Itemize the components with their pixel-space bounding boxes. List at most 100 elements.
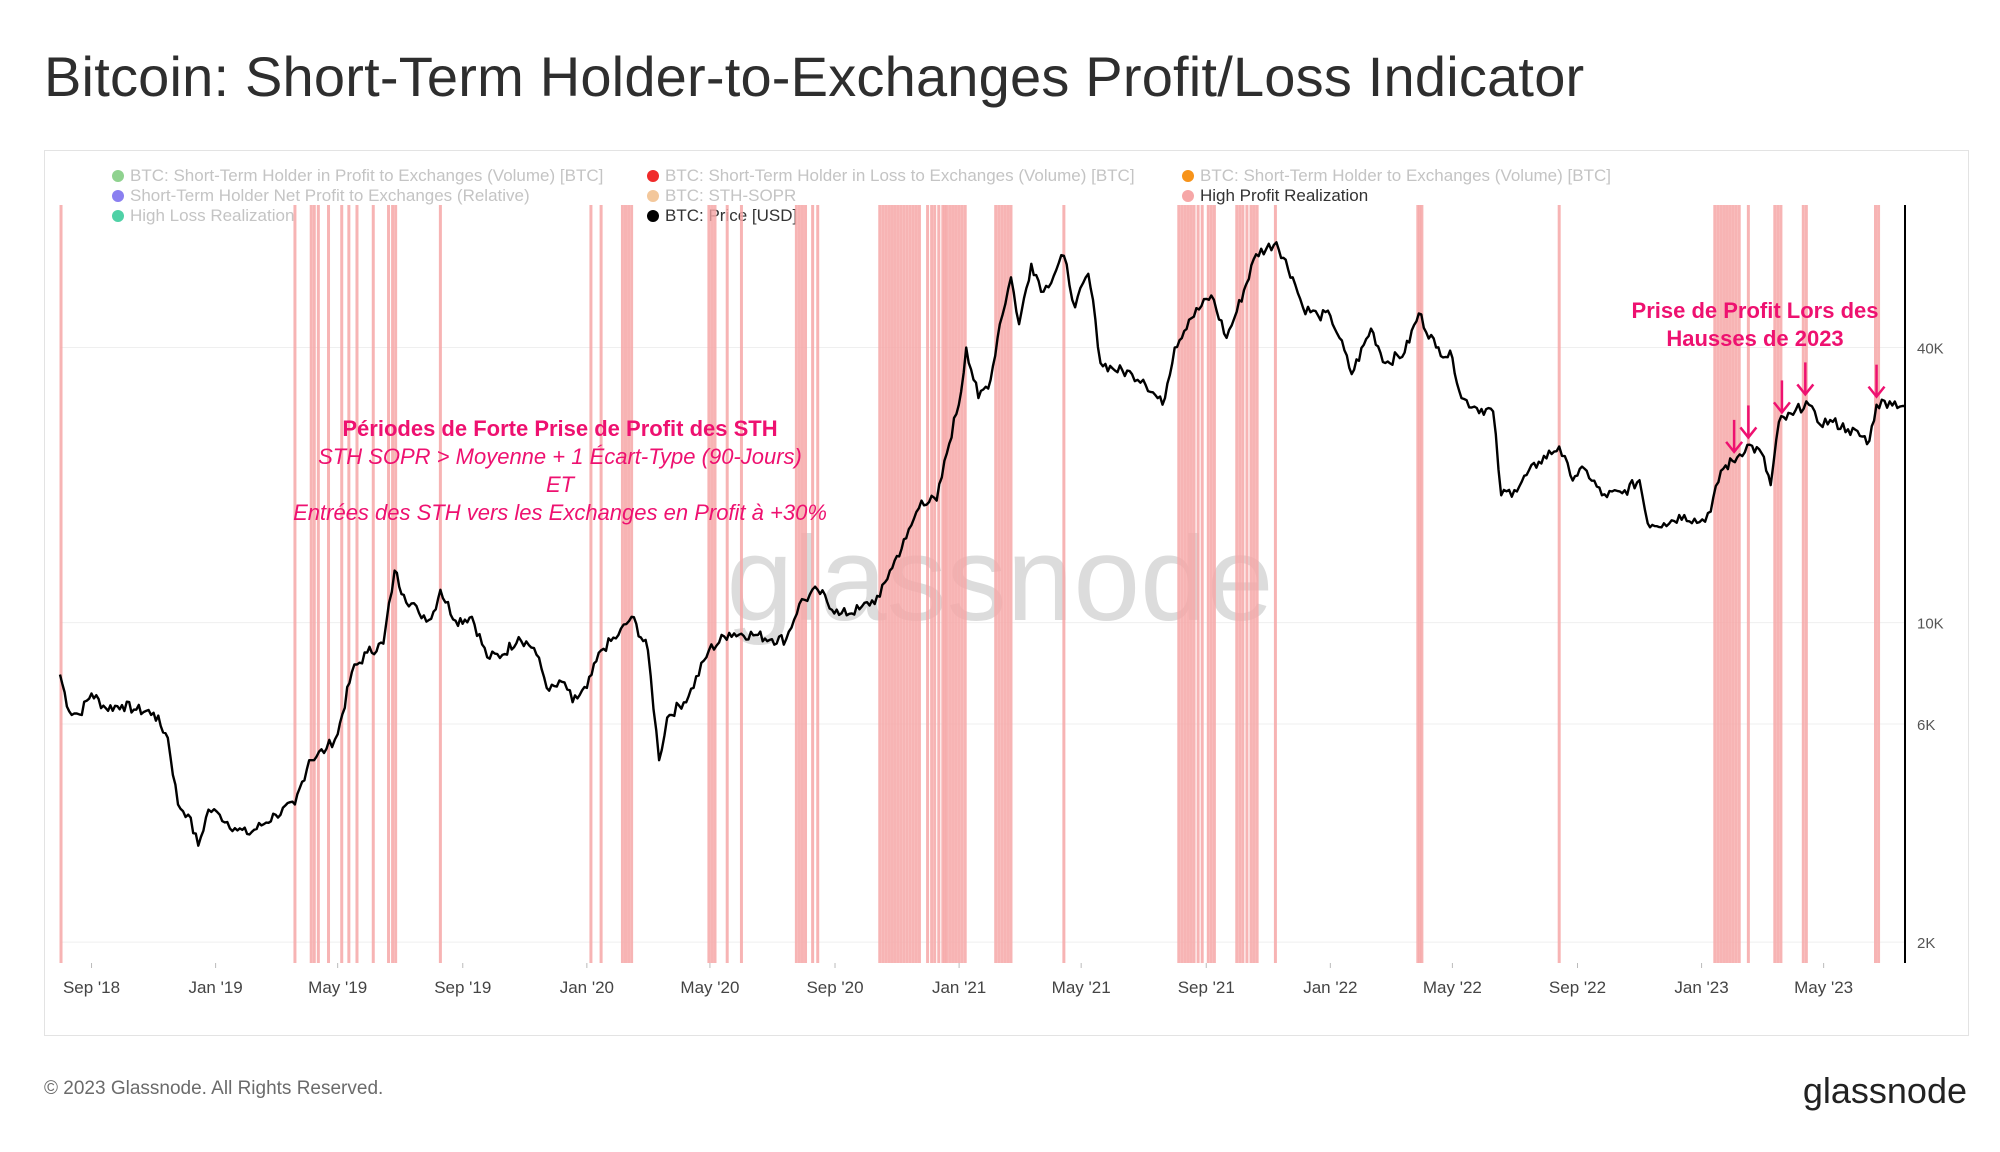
high-profit-bar (917, 205, 921, 963)
high-profit-bar (941, 205, 945, 963)
high-profit-bar (800, 205, 804, 963)
price-line (58, 241, 1905, 847)
x-tick-label: May '19 (308, 978, 367, 997)
legend-item-sth-sopr[interactable]: BTC: STH-SOPR (647, 186, 796, 206)
high-profit-bar (316, 205, 320, 963)
x-tick-label: Sep '20 (806, 978, 863, 997)
high-profit-bar (948, 205, 952, 963)
high-profit-bar (1177, 205, 1181, 963)
high-profit-bar (963, 205, 967, 963)
high-profit-bar (1206, 205, 1210, 963)
legend-label: BTC: Short-Term Holder to Exchanges (Vol… (1200, 166, 1611, 185)
annotation-title: Périodes de Forte Prise de Profit des ST… (342, 416, 778, 441)
high-profit-bar (884, 205, 888, 963)
high-profit-bar (1238, 205, 1242, 963)
legend-label: Short-Term Holder Net Profit to Exchange… (130, 186, 530, 205)
annotation-2023-profit-taking: Prise de Profit Lors des Hausses de 2023 (1590, 297, 1920, 353)
high-profit-bar (1186, 205, 1190, 963)
high-profit-bar (1801, 205, 1805, 963)
high-profit-bar (1003, 205, 1007, 963)
high-profit-bar (710, 205, 714, 963)
high-profit-bar (1731, 205, 1735, 963)
legend-item-sth-total-volume[interactable]: BTC: Short-Term Holder to Exchanges (Vol… (1182, 166, 1611, 186)
copyright-footer: © 2023 Glassnode. All Rights Reserved. (44, 1078, 384, 1099)
high-profit-bar (914, 205, 918, 963)
high-profit-bar (816, 205, 820, 963)
legend-dot-icon (112, 210, 124, 222)
high-profit-bar (438, 205, 442, 963)
high-profit-bar (1804, 205, 1808, 963)
x-tick-label: Jan '21 (932, 978, 986, 997)
high-profit-bar (1212, 205, 1216, 963)
high-profit-bar (887, 205, 891, 963)
high-profit-bar (1776, 205, 1780, 963)
high-profit-bar (1006, 205, 1010, 963)
high-profit-bar (902, 205, 906, 963)
high-profit-bar (896, 205, 900, 963)
high-profit-bar (371, 205, 375, 963)
high-profit-bar (1557, 205, 1561, 963)
high-profit-bar (937, 205, 941, 963)
legend-item-btc-price[interactable]: BTC: Price [USD] (647, 206, 797, 226)
high-profit-bar (878, 205, 882, 963)
high-profit-bar (954, 205, 958, 963)
high-profit-bar (387, 205, 391, 963)
high-profit-bar (957, 205, 961, 963)
high-profit-bar (1874, 205, 1878, 963)
legend-dot-icon (1182, 170, 1194, 182)
legend-item-sth-net-profit[interactable]: Short-Term Holder Net Profit to Exchange… (112, 186, 530, 206)
high-profit-bar (893, 205, 897, 963)
legend-dot-icon (647, 190, 659, 202)
high-profit-bar (1719, 205, 1723, 963)
legend-item-high-profit[interactable]: High Profit Realization (1182, 186, 1368, 206)
x-tick-label: May '23 (1794, 978, 1853, 997)
high-profit-bar (994, 205, 998, 963)
legend-label: BTC: Price [USD] (665, 206, 798, 225)
x-tick-label: Jan '22 (1303, 978, 1357, 997)
legend-item-sth-loss-volume[interactable]: BTC: Short-Term Holder in Loss to Exchan… (647, 166, 1135, 186)
x-tick-label: Sep '21 (1178, 978, 1235, 997)
chart-frame (44, 150, 1969, 1036)
annotation-arrows (1725, 362, 1886, 454)
gridlines (60, 347, 1905, 943)
x-tick-label: Sep '18 (63, 978, 120, 997)
high-profit-bar (309, 205, 313, 963)
high-profit-bar (1249, 205, 1253, 963)
high-profit-bar (707, 205, 711, 963)
legend-item-high-loss[interactable]: High Loss Realization (112, 206, 294, 226)
arrow-head (1739, 426, 1758, 440)
x-tick-label: May '22 (1423, 978, 1482, 997)
high-profit-bar (930, 205, 934, 963)
annotation-line: ET (545, 472, 575, 497)
high-profit-bar (1416, 205, 1420, 963)
high-profit-bar (355, 205, 359, 963)
x-tick-label: May '20 (680, 978, 739, 997)
high-profit-bar (1000, 205, 1004, 963)
high-profit-bar (908, 205, 912, 963)
arrow-head (1772, 401, 1791, 415)
legend-label: BTC: STH-SOPR (665, 186, 797, 205)
high-profit-bar (997, 205, 1001, 963)
high-profit-bar (1245, 205, 1249, 963)
high-profit-bar (1737, 205, 1741, 963)
legend-dot-icon (647, 170, 659, 182)
high-profit-bar (1716, 205, 1720, 963)
x-tick-label: May '21 (1052, 978, 1111, 997)
arrow-head (1796, 383, 1815, 397)
legend-dot-icon (112, 190, 124, 202)
high-profit-bar (630, 205, 634, 963)
high-profit-bar (627, 205, 631, 963)
high-profit-bar (1773, 205, 1777, 963)
high-profit-bar (620, 205, 624, 963)
high-profit-bar (725, 205, 729, 963)
high-profit-bar (905, 205, 909, 963)
high-profit-bar (1192, 205, 1196, 963)
chart-title: Bitcoin: Short-Term Holder-to-Exchanges … (44, 45, 1585, 108)
high-profit-bar (1725, 205, 1729, 963)
legend-item-sth-profit-volume[interactable]: BTC: Short-Term Holder in Profit to Exch… (112, 166, 603, 186)
high-profit-bar (1418, 205, 1422, 963)
high-profit-bar (1183, 205, 1187, 963)
high-profit-bar (1200, 205, 1204, 963)
arrow-head (1725, 441, 1744, 454)
high-profit-bar (1273, 205, 1277, 963)
